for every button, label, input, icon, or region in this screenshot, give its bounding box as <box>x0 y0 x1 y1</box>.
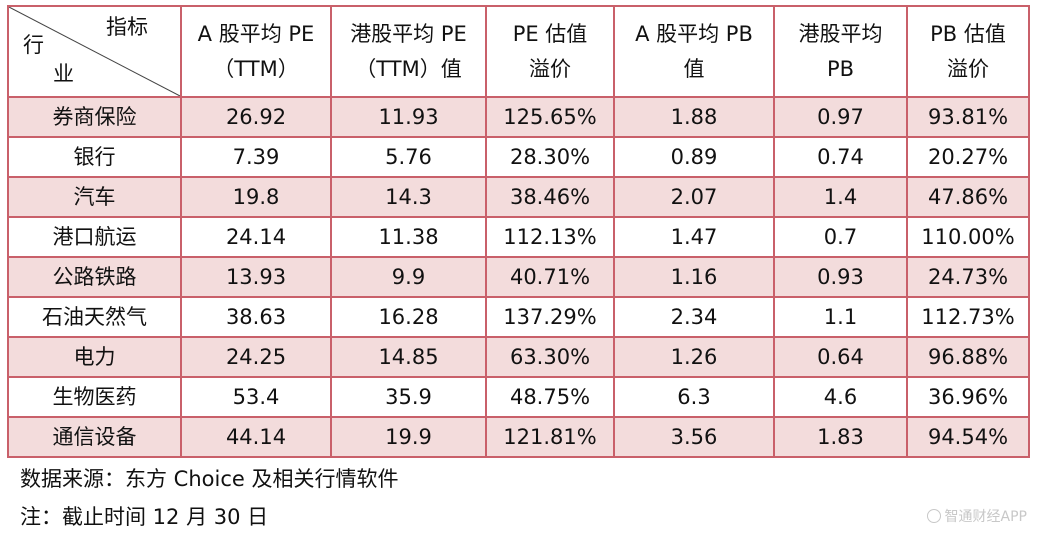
a-pb-cell: 0.89 <box>613 136 775 178</box>
pe-premium-cell: 63.30% <box>485 336 615 378</box>
hk-pb-cell: 0.74 <box>773 136 908 178</box>
pb-premium-cell: 24.73% <box>906 256 1030 298</box>
hk-pe-cell: 11.93 <box>330 96 487 138</box>
a-pb-cell: 1.88 <box>613 96 775 138</box>
industry-cell: 生物医药 <box>7 376 182 418</box>
a-pe-cell: 24.14 <box>180 216 332 258</box>
footnotes: 数据来源：东方 Choice 及相关行情软件 注：截止时间 12 月 30 日 <box>20 460 398 536</box>
pb-premium-cell: 93.81% <box>906 96 1030 138</box>
industry-cell: 通信设备 <box>7 416 182 458</box>
header-pe-premium: PE 估值 溢价 <box>485 5 615 98</box>
pe-premium-cell: 125.65% <box>485 96 615 138</box>
watermark-logo-icon <box>926 509 941 523</box>
table-row: 生物医药 53.4 35.9 48.75% 6.3 4.6 36.96% <box>7 376 1030 418</box>
watermark-text: 智通财经APP <box>944 509 1027 525</box>
industry-cell: 银行 <box>7 136 182 178</box>
a-pe-cell: 24.25 <box>180 336 332 378</box>
a-pe-cell: 19.8 <box>180 176 332 218</box>
table-row: 公路铁路 13.93 9.9 40.71% 1.16 0.93 24.73% <box>7 256 1030 298</box>
header-hk-pb: 港股平均 PB <box>773 5 908 98</box>
hk-pb-cell: 0.93 <box>773 256 908 298</box>
pe-premium-cell: 48.75% <box>485 376 615 418</box>
pe-premium-cell: 121.81% <box>485 416 615 458</box>
header-a-pe: A 股平均 PE （TTM） <box>180 5 332 98</box>
corner-header-cell: 指标 行 业 <box>7 5 182 98</box>
a-pe-cell: 53.4 <box>180 376 332 418</box>
table-row: 电力 24.25 14.85 63.30% 1.26 0.64 96.88% <box>7 336 1030 378</box>
source-note: 数据来源：东方 Choice 及相关行情软件 <box>20 467 399 491</box>
hk-pe-cell: 14.3 <box>330 176 487 218</box>
pb-premium-cell: 94.54% <box>906 416 1030 458</box>
corner-label-indicator: 指标 <box>106 15 148 39</box>
pb-premium-cell: 110.00% <box>906 216 1030 258</box>
date-note: 注：截止时间 12 月 30 日 <box>20 505 269 529</box>
a-pe-cell: 44.14 <box>180 416 332 458</box>
hk-pb-cell: 0.64 <box>773 336 908 378</box>
pb-premium-cell: 36.96% <box>906 376 1030 418</box>
pe-premium-cell: 38.46% <box>485 176 615 218</box>
a-pb-cell: 2.07 <box>613 176 775 218</box>
pe-premium-cell: 137.29% <box>485 296 615 338</box>
hk-pe-cell: 5.76 <box>330 136 487 178</box>
header-hk-pe: 港股平均 PE （TTM）值 <box>330 5 487 98</box>
hk-pe-cell: 16.28 <box>330 296 487 338</box>
pb-premium-cell: 47.86% <box>906 176 1030 218</box>
industry-cell: 港口航运 <box>7 216 182 258</box>
header-a-pb: A 股平均 PB 值 <box>613 5 775 98</box>
valuation-table: 指标 行 业 A 股平均 PE （TTM） 港股平均 PE （TTM）值 PE … <box>7 5 1030 458</box>
a-pb-cell: 3.56 <box>613 416 775 458</box>
industry-cell: 券商保险 <box>7 96 182 138</box>
pb-premium-cell: 96.88% <box>906 336 1030 378</box>
header-row: 指标 行 业 A 股平均 PE （TTM） 港股平均 PE （TTM）值 PE … <box>7 5 1030 98</box>
table-row: 银行 7.39 5.76 28.30% 0.89 0.74 20.27% <box>7 136 1030 178</box>
hk-pe-cell: 35.9 <box>330 376 487 418</box>
a-pb-cell: 1.47 <box>613 216 775 258</box>
hk-pb-cell: 0.7 <box>773 216 908 258</box>
pe-premium-cell: 40.71% <box>485 256 615 298</box>
table-row: 券商保险 26.92 11.93 125.65% 1.88 0.97 93.81… <box>7 96 1030 138</box>
corner-label-industry-1: 行 <box>23 33 44 57</box>
hk-pb-cell: 0.97 <box>773 96 908 138</box>
hk-pe-cell: 11.38 <box>330 216 487 258</box>
hk-pe-cell: 19.9 <box>330 416 487 458</box>
hk-pe-cell: 14.85 <box>330 336 487 378</box>
a-pb-cell: 1.26 <box>613 336 775 378</box>
pe-premium-cell: 28.30% <box>485 136 615 178</box>
industry-cell: 石油天然气 <box>7 296 182 338</box>
industry-cell: 汽车 <box>7 176 182 218</box>
hk-pb-cell: 1.1 <box>773 296 908 338</box>
corner-label-industry-2: 业 <box>53 62 74 86</box>
pb-premium-cell: 112.73% <box>906 296 1030 338</box>
a-pe-cell: 13.93 <box>180 256 332 298</box>
hk-pb-cell: 4.6 <box>773 376 908 418</box>
pe-premium-cell: 112.13% <box>485 216 615 258</box>
a-pe-cell: 38.63 <box>180 296 332 338</box>
diagonal-line <box>9 7 180 96</box>
header-pb-premium: PB 估值 溢价 <box>906 5 1030 98</box>
table-row: 汽车 19.8 14.3 38.46% 2.07 1.4 47.86% <box>7 176 1030 218</box>
a-pb-cell: 2.34 <box>613 296 775 338</box>
a-pe-cell: 26.92 <box>180 96 332 138</box>
a-pb-cell: 1.16 <box>613 256 775 298</box>
industry-cell: 公路铁路 <box>7 256 182 298</box>
hk-pe-cell: 9.9 <box>330 256 487 298</box>
industry-cell: 电力 <box>7 336 182 378</box>
hk-pb-cell: 1.4 <box>773 176 908 218</box>
pb-premium-cell: 20.27% <box>906 136 1030 178</box>
table-row: 港口航运 24.14 11.38 112.13% 1.47 0.7 110.00… <box>7 216 1030 258</box>
watermark: 智通财经APP <box>926 506 1027 526</box>
hk-pb-cell: 1.83 <box>773 416 908 458</box>
table-row: 石油天然气 38.63 16.28 137.29% 2.34 1.1 112.7… <box>7 296 1030 338</box>
table-row: 通信设备 44.14 19.9 121.81% 3.56 1.83 94.54% <box>7 416 1030 458</box>
a-pb-cell: 6.3 <box>613 376 775 418</box>
a-pe-cell: 7.39 <box>180 136 332 178</box>
